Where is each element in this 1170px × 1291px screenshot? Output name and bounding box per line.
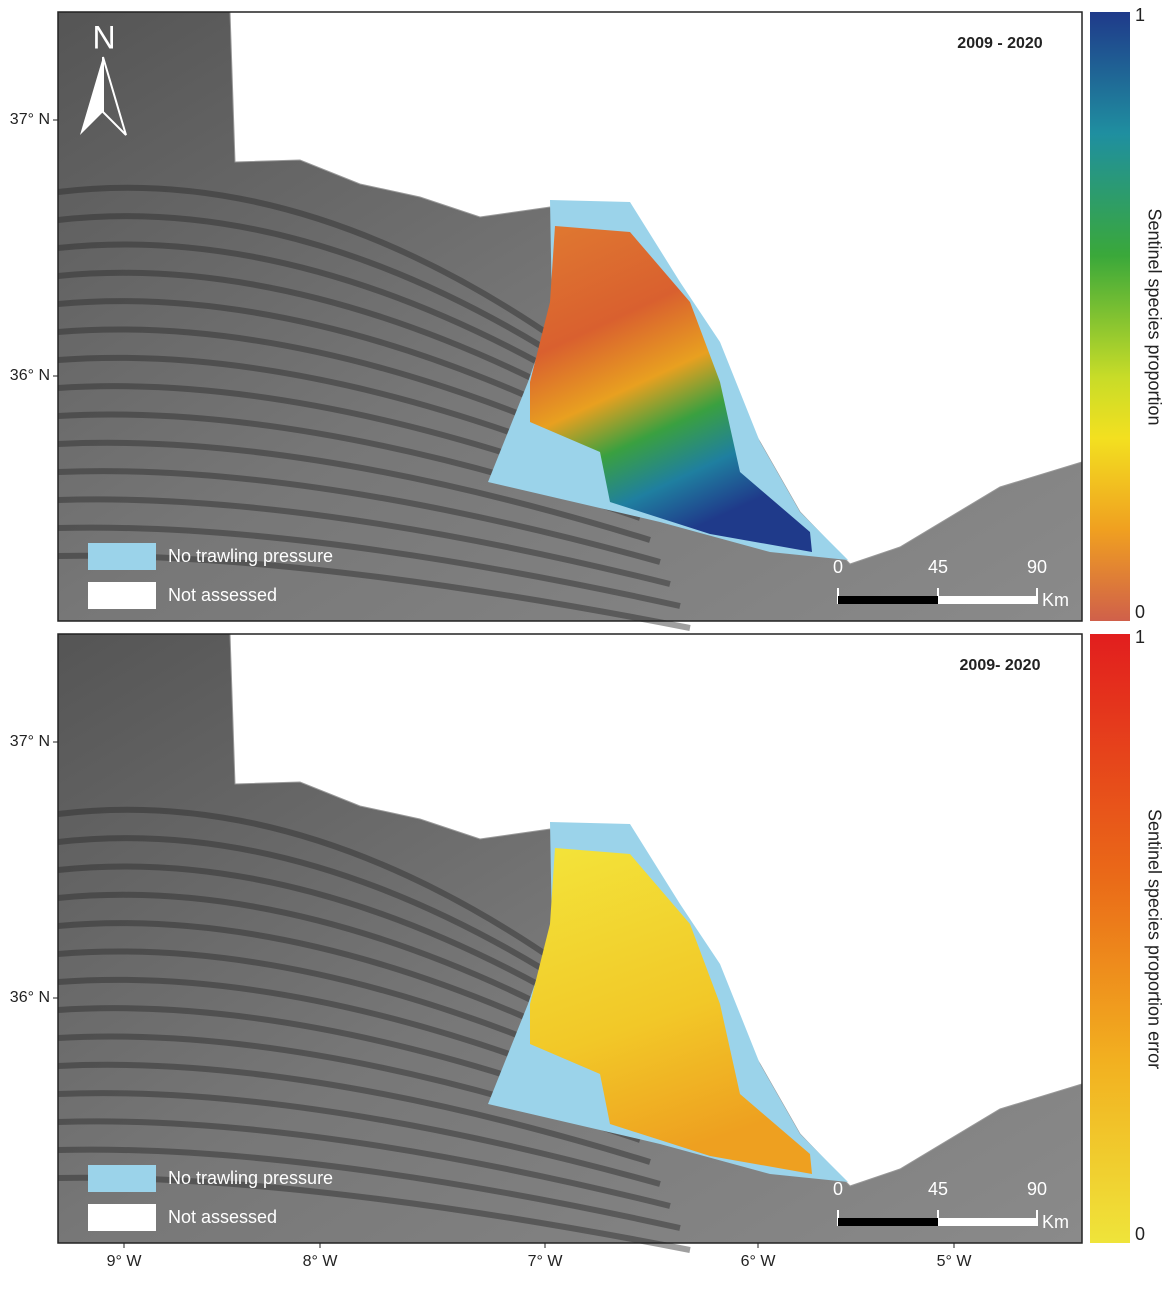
lat-label: 36° N bbox=[10, 989, 50, 1006]
lon-label: 5° W bbox=[937, 1253, 973, 1270]
ridge bbox=[57, 835, 572, 989]
scale-label: 45 bbox=[928, 1179, 948, 1199]
colorbar-max: 1 bbox=[1135, 5, 1145, 25]
legend-swatch bbox=[88, 543, 156, 570]
scale-bar bbox=[938, 596, 1037, 604]
lat-label: 36° N bbox=[10, 367, 50, 384]
north-arrow bbox=[102, 56, 127, 136]
ridge bbox=[57, 920, 602, 1055]
lat-label: 37° N bbox=[10, 111, 50, 128]
ridge bbox=[57, 241, 582, 389]
legend-label: No trawling pressure bbox=[168, 1168, 333, 1188]
ridge bbox=[57, 1061, 651, 1165]
scale-bar bbox=[838, 596, 938, 604]
north-arrow bbox=[80, 57, 103, 135]
colorbar-title: Sentinel species proportion bbox=[1144, 208, 1164, 425]
legend-label: No trawling pressure bbox=[168, 546, 333, 566]
legend-label: Not assessed bbox=[168, 1207, 277, 1227]
map-frame bbox=[57, 633, 1083, 1244]
colorbar-min: 0 bbox=[1135, 602, 1145, 622]
ridge bbox=[57, 806, 562, 967]
ridge bbox=[57, 1118, 671, 1209]
legend-swatch bbox=[88, 582, 156, 609]
scale-unit: Km bbox=[1042, 1212, 1069, 1232]
scale-bar bbox=[938, 1218, 1037, 1226]
ridge bbox=[57, 439, 651, 543]
map-frame bbox=[57, 11, 1083, 622]
ridge bbox=[57, 468, 661, 565]
scale-bar bbox=[838, 1218, 938, 1226]
colorbar bbox=[1090, 12, 1130, 621]
colorbar-title: Sentinel species proportion error bbox=[1144, 809, 1164, 1069]
legend-label: Not assessed bbox=[168, 585, 277, 605]
colorbar-min: 0 bbox=[1135, 1224, 1145, 1244]
legend-swatch bbox=[88, 1204, 156, 1231]
ridge bbox=[57, 524, 681, 609]
colorbar-max: 1 bbox=[1135, 627, 1145, 647]
ridge bbox=[57, 1146, 681, 1231]
lon-label: 8° W bbox=[303, 1253, 339, 1270]
assessed-area bbox=[530, 848, 812, 1174]
ridge bbox=[57, 213, 572, 367]
ridge bbox=[57, 298, 602, 433]
scale-label: 90 bbox=[1027, 557, 1047, 577]
north-label: N bbox=[92, 19, 115, 55]
ridge bbox=[57, 891, 592, 1033]
assessed-area bbox=[530, 226, 812, 552]
scale-label: 0 bbox=[833, 557, 843, 577]
period-title: 2009- 2020 bbox=[960, 657, 1041, 674]
lon-label: 7° W bbox=[528, 1253, 564, 1270]
ridge bbox=[57, 496, 671, 587]
scale-label: 0 bbox=[833, 1179, 843, 1199]
colorbar bbox=[1090, 634, 1130, 1243]
lon-label: 9° W bbox=[107, 1253, 143, 1270]
lat-label: 37° N bbox=[10, 733, 50, 750]
ridge bbox=[57, 1090, 661, 1187]
lon-label: 6° W bbox=[741, 1253, 777, 1270]
legend-swatch bbox=[88, 1165, 156, 1192]
ridge bbox=[57, 269, 592, 411]
ridge bbox=[57, 863, 582, 1011]
ridge bbox=[57, 184, 562, 345]
scale-label: 45 bbox=[928, 557, 948, 577]
period-title: 2009 - 2020 bbox=[957, 35, 1043, 52]
scale-label: 90 bbox=[1027, 1179, 1047, 1199]
scale-unit: Km bbox=[1042, 590, 1069, 610]
